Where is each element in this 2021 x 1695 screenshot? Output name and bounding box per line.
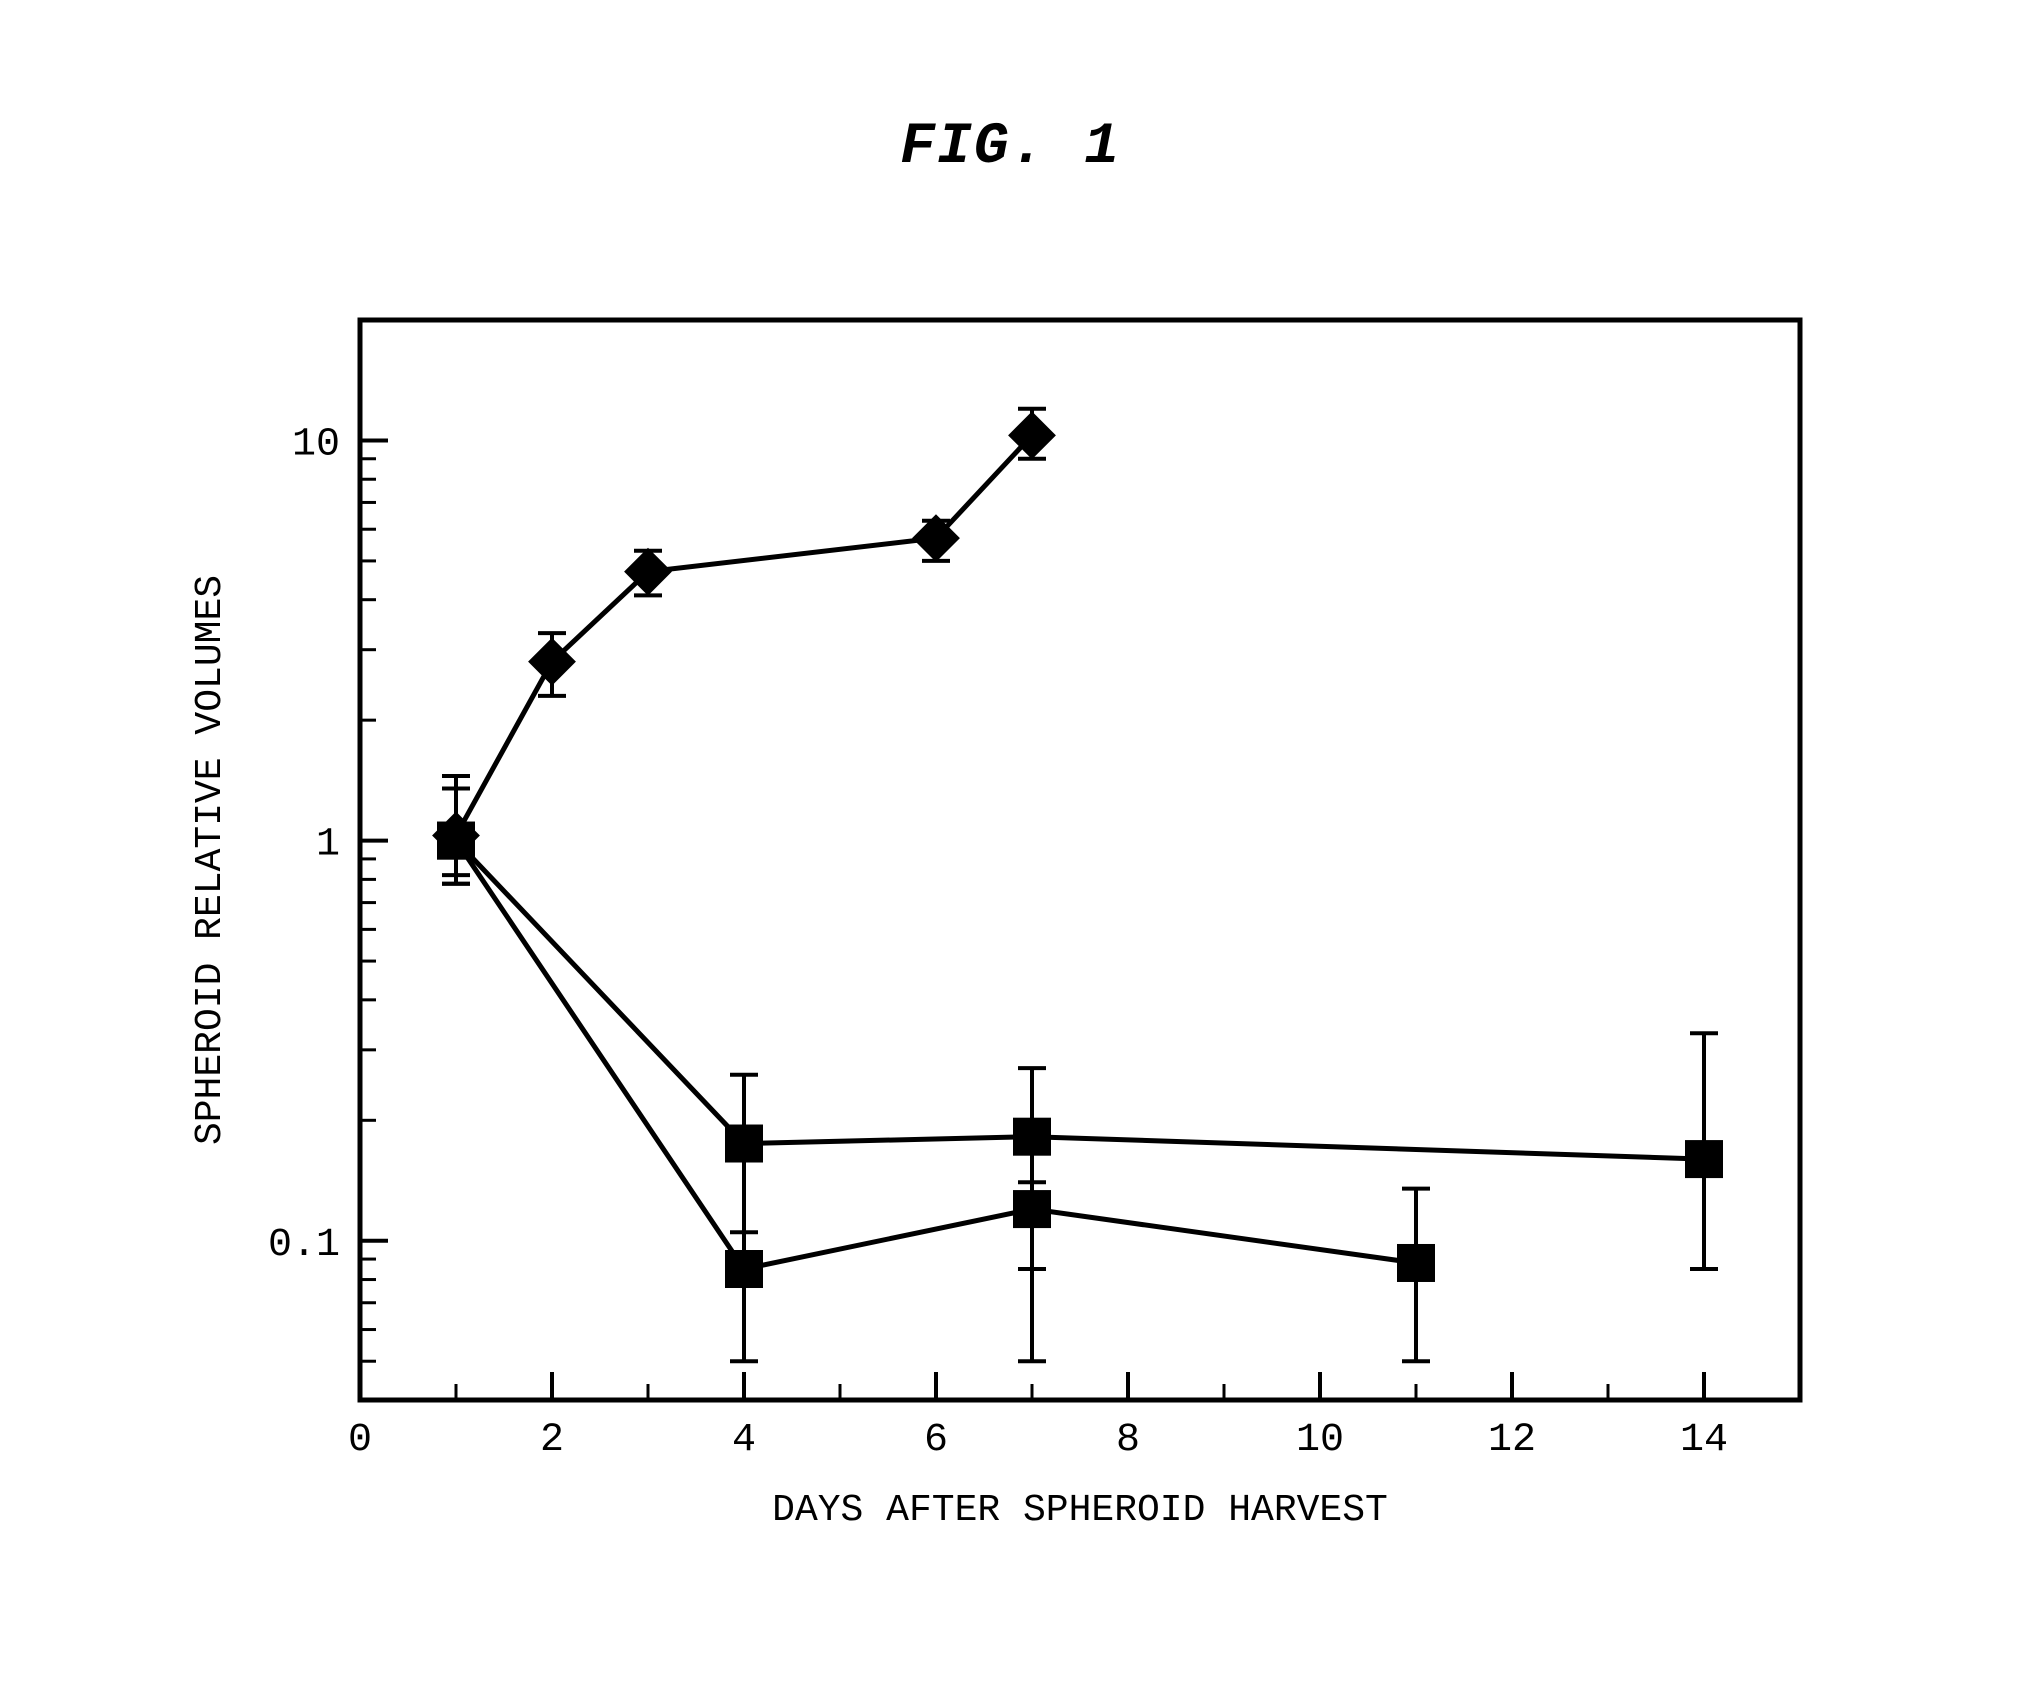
treated-square-a-marker	[1686, 1141, 1722, 1177]
x-tick-label: 10	[1296, 1418, 1344, 1463]
x-tick-label: 8	[1116, 1418, 1140, 1463]
y-axis-label: SPHEROID RELATIVE VOLUMES	[189, 575, 232, 1145]
x-tick-label: 4	[732, 1418, 756, 1463]
figure-title: FIG. 1	[0, 115, 2021, 180]
y-tick-label: 1	[316, 823, 340, 868]
treated-square-b-marker	[1398, 1245, 1434, 1281]
chart-container: 0 2 4 6 8 10 12 14 0.1 1 10 DAYS AFTER SPHEROID HAR…	[160, 300, 1860, 1600]
x-tick-label: 14	[1680, 1418, 1728, 1463]
plot-frame	[360, 320, 1800, 1400]
treated-square-b-marker	[726, 1251, 762, 1287]
y-tick-label: 10	[292, 422, 340, 467]
treated-square-a-marker	[726, 1126, 762, 1162]
x-axis-label: DAYS AFTER SPHEROID HARVEST	[772, 1489, 1388, 1532]
x-tick-label: 6	[924, 1418, 948, 1463]
treated-square-b-marker	[1014, 1191, 1050, 1227]
series-line-treated-square-a	[456, 841, 1704, 1159]
x-tick-label: 12	[1488, 1418, 1536, 1463]
treated-square-b-marker	[438, 823, 474, 859]
x-tick-label: 0	[348, 1418, 372, 1463]
y-tick-label: 0.1	[268, 1223, 340, 1268]
treated-square-a-marker	[1014, 1119, 1050, 1155]
series-line-treated-square-b	[456, 841, 1416, 1269]
x-tick-label: 2	[540, 1418, 564, 1463]
series-line-control-diamond	[456, 435, 1032, 835]
spheroid-volume-chart: 0 2 4 6 8 10 12 14 0.1 1 10 DAYS AFTER SPHEROID HAR…	[160, 300, 1860, 1600]
